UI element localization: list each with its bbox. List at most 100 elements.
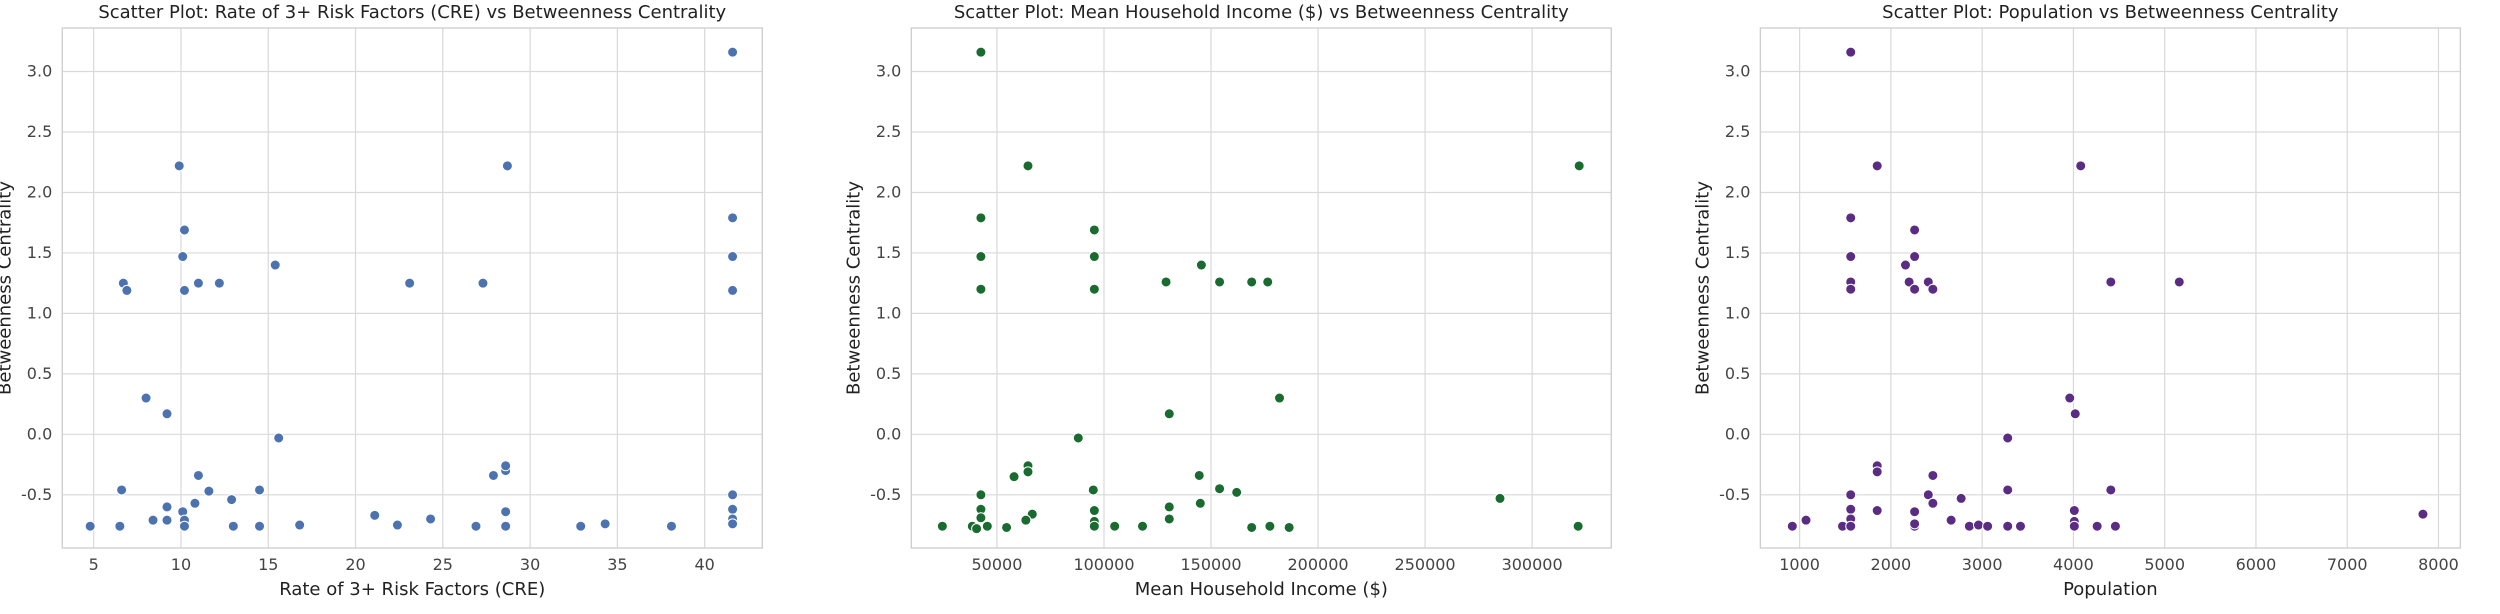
x-tick-label: 8000 — [2418, 555, 2459, 574]
data-point — [84, 520, 96, 532]
data-point — [2109, 520, 2121, 532]
y-tick-label: 2.5 — [27, 122, 52, 141]
data-point — [161, 514, 173, 526]
data-point — [1262, 276, 1274, 288]
data-point — [161, 501, 173, 513]
data-point — [1163, 513, 1175, 525]
data-point — [2002, 432, 2014, 444]
data-point — [1020, 514, 1032, 526]
data-point — [1246, 521, 1258, 533]
data-point — [254, 520, 266, 532]
data-point — [2105, 276, 2117, 288]
data-point — [2069, 408, 2081, 420]
data-point — [727, 284, 739, 296]
data-point — [1909, 506, 1921, 518]
data-point — [226, 494, 238, 506]
x-tick-label: 50000 — [971, 555, 1022, 574]
y-tick-label: 0.5 — [27, 364, 52, 383]
y-tick-label: 1.0 — [876, 303, 901, 322]
data-point — [2091, 520, 2103, 532]
data-point — [1088, 520, 1100, 532]
data-point — [1193, 469, 1205, 481]
y-axis-label: Betweenness Centrality — [0, 181, 15, 395]
data-point — [2064, 392, 2076, 404]
data-point — [1909, 518, 1921, 530]
data-point — [116, 484, 128, 496]
y-tick-label: 0.0 — [1725, 424, 1750, 443]
data-point — [178, 520, 190, 532]
data-point — [1871, 505, 1883, 517]
data-point — [2075, 160, 2087, 172]
y-tick-label: 2.0 — [1725, 182, 1750, 201]
plot-frame — [910, 27, 1613, 549]
x-tick-label: 5 — [89, 555, 99, 574]
data-point — [501, 160, 513, 172]
x-tick-label: 5000 — [2144, 555, 2185, 574]
x-tick-label: 6000 — [2236, 555, 2277, 574]
data-point — [1160, 276, 1172, 288]
data-point — [971, 523, 983, 535]
y-tick-label: 0.0 — [27, 424, 52, 443]
data-point — [2417, 508, 2429, 520]
chart-title: Scatter Plot: Rate of 3+ Risk Factors (C… — [98, 2, 726, 23]
data-point — [203, 485, 215, 497]
data-point — [178, 284, 190, 296]
data-point — [1573, 160, 1585, 172]
x-tick-label: 30 — [520, 555, 540, 574]
x-axis-label: Mean Household Income ($) — [1135, 579, 1388, 600]
y-tick-label: 1.5 — [876, 243, 901, 262]
plot-frame — [61, 27, 763, 549]
data-point — [1274, 392, 1286, 404]
data-point — [975, 283, 987, 295]
x-axis-label: Population — [2063, 579, 2158, 600]
data-point — [177, 251, 189, 263]
data-point — [2002, 520, 2014, 532]
data-point — [1572, 520, 1584, 532]
data-point — [1022, 160, 1034, 172]
data-point — [1871, 160, 1883, 172]
data-point — [2105, 484, 2117, 496]
data-point — [727, 489, 739, 501]
data-point — [1008, 471, 1020, 483]
y-axis-label: Betweenness Centrality — [843, 181, 864, 395]
data-point — [727, 503, 739, 515]
x-tick-label: 100000 — [1073, 555, 1134, 574]
x-tick-label: 10 — [171, 555, 191, 574]
y-tick-label: 1.5 — [27, 243, 52, 262]
y-tick-label: 3.0 — [27, 62, 52, 81]
data-point — [1088, 505, 1100, 517]
data-point — [192, 277, 204, 289]
data-point — [2068, 520, 2080, 532]
data-point — [975, 512, 987, 524]
x-tick-label: 3000 — [1962, 555, 2003, 574]
x-tick-label: 15 — [258, 555, 278, 574]
data-point — [727, 212, 739, 224]
data-point — [161, 408, 173, 420]
data-point — [1845, 212, 1857, 224]
y-tick-label: 2.0 — [876, 182, 901, 201]
x-tick-label: 250000 — [1395, 555, 1456, 574]
x-axis-label: Rate of 3+ Risk Factors (CRE) — [279, 579, 545, 600]
data-point — [173, 160, 185, 172]
data-point — [1845, 251, 1857, 263]
y-tick-label: -0.5 — [21, 485, 52, 504]
data-point — [269, 259, 281, 271]
data-point — [665, 520, 677, 532]
data-point — [500, 460, 512, 472]
data-point — [1195, 259, 1207, 271]
y-tick-label: 3.0 — [876, 62, 901, 81]
data-point — [1845, 503, 1857, 515]
data-point — [1963, 520, 1975, 532]
data-point — [369, 509, 381, 521]
scatter-panel-household-income: 50000 100000 150000 200000 250000 300000 -0.5 0… — [843, 2, 1613, 600]
data-point — [470, 520, 482, 532]
chart-title: Scatter Plot: Mean Household Income ($) … — [954, 2, 1569, 23]
data-point — [1163, 408, 1175, 420]
scatter-panel-risk-factors: 5 10 15 20 25 30 35 40 -0.5 0.0 0.5 1.0 1.5 2.0 2.5 3.0… — [0, 2, 763, 600]
data-point — [599, 518, 611, 530]
y-axis-label: Betweenness Centrality — [1692, 181, 1713, 395]
data-point — [1845, 283, 1857, 295]
data-point — [936, 520, 948, 532]
x-tick-label: 2000 — [1871, 555, 1912, 574]
data-point — [273, 432, 285, 444]
